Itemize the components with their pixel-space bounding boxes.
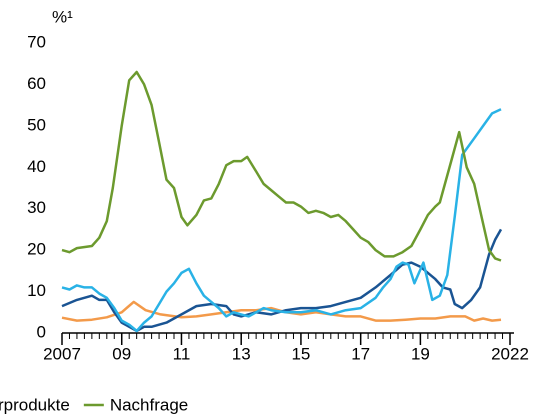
series-line [61,228,503,333]
x-tick-label: 2022 [491,344,529,363]
x-tick-label: 09 [112,344,131,363]
x-tick-label: 11 [173,344,191,363]
y-tick-label: 20 [27,240,46,259]
series-line [61,70,502,262]
legend-label: Nachfrage [110,395,188,414]
series-line [61,108,502,333]
y-tick-label: 30 [27,198,46,217]
y-tick-label: 0 [37,322,46,341]
x-tick-label: 13 [232,344,251,363]
y-tick-label: 10 [27,281,46,300]
y-unit: %¹ [52,7,73,26]
x-tick-label: 17 [351,344,370,363]
legend-label: rprodukte [0,395,70,414]
y-tick-label: 40 [27,157,46,176]
x-tick-label: 15 [291,344,310,363]
x-tick-label: 2007 [43,344,81,363]
x-tick-label: 19 [411,344,430,363]
y-tick-label: 70 [27,32,46,51]
y-tick-label: 60 [27,74,46,93]
y-tick-label: 50 [27,115,46,134]
